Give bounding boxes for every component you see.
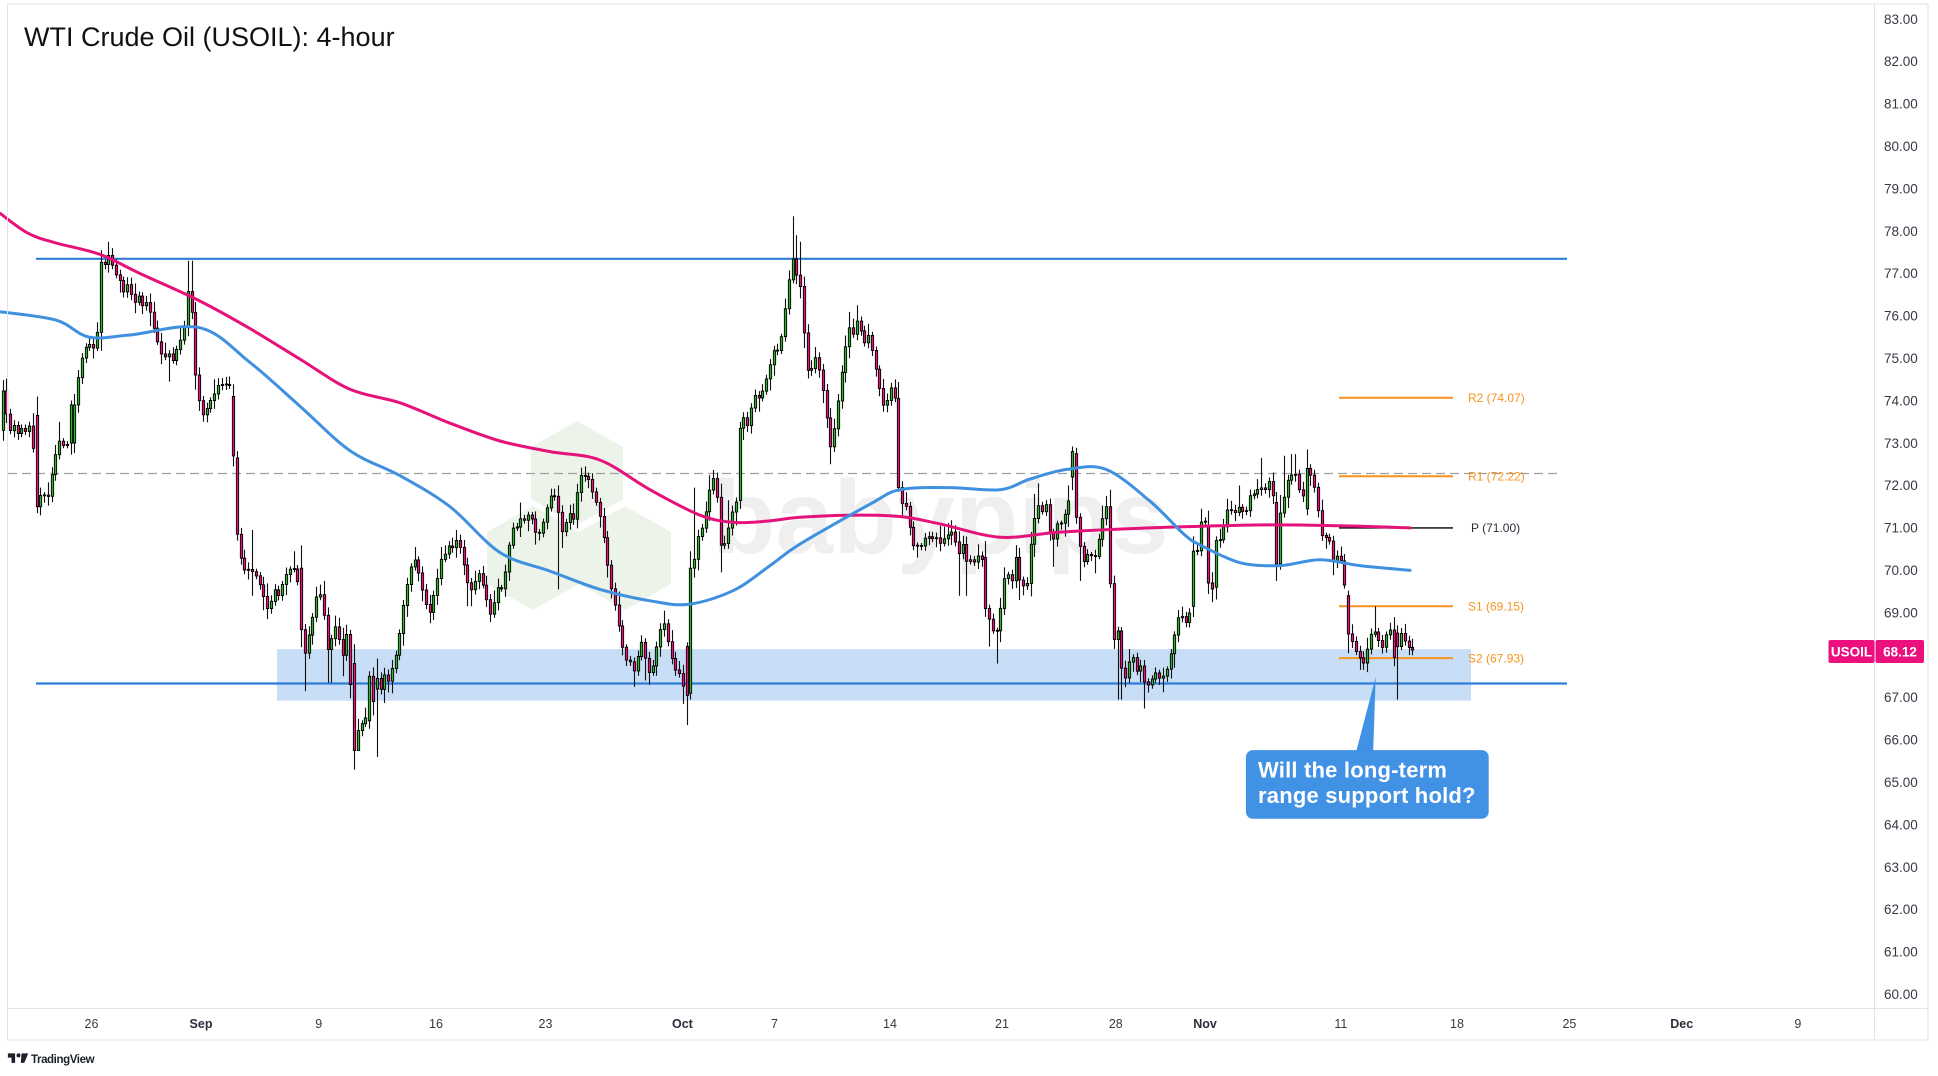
svg-text:23: 23	[539, 1017, 553, 1031]
svg-text:60.00: 60.00	[1884, 987, 1918, 1002]
svg-text:75.00: 75.00	[1884, 351, 1918, 366]
svg-text:14: 14	[883, 1017, 897, 1031]
svg-text:62.00: 62.00	[1884, 902, 1918, 917]
svg-text:Sep: Sep	[190, 1017, 213, 1031]
svg-text:Nov: Nov	[1193, 1017, 1217, 1031]
svg-text:9: 9	[1794, 1017, 1801, 1031]
svg-text:Dec: Dec	[1670, 1017, 1693, 1031]
svg-text:range support hold?: range support hold?	[1258, 783, 1476, 808]
svg-text:74.00: 74.00	[1884, 393, 1918, 408]
svg-text:S2 (67.93): S2 (67.93)	[1468, 651, 1524, 665]
svg-text:16: 16	[429, 1017, 443, 1031]
svg-text:R2 (74.07): R2 (74.07)	[1468, 391, 1525, 405]
svg-text:67.00: 67.00	[1884, 690, 1918, 705]
svg-text:72.00: 72.00	[1884, 478, 1918, 493]
svg-text:68.12: 68.12	[1883, 644, 1917, 659]
svg-text:26: 26	[85, 1017, 99, 1031]
svg-text:78.00: 78.00	[1884, 224, 1918, 239]
svg-text:USOIL: USOIL	[1831, 644, 1872, 659]
svg-text:65.00: 65.00	[1884, 775, 1918, 790]
svg-text:Will the long-term: Will the long-term	[1258, 758, 1447, 783]
svg-text:21: 21	[995, 1017, 1009, 1031]
svg-text:70.00: 70.00	[1884, 563, 1918, 578]
svg-text:11: 11	[1334, 1017, 1347, 1031]
svg-text:76.00: 76.00	[1884, 309, 1918, 324]
svg-text:77.00: 77.00	[1884, 266, 1918, 281]
svg-text:80.00: 80.00	[1884, 139, 1918, 154]
svg-text:61.00: 61.00	[1884, 945, 1918, 960]
svg-text:81.00: 81.00	[1884, 97, 1918, 112]
svg-text:66.00: 66.00	[1884, 733, 1918, 748]
svg-text:18: 18	[1450, 1017, 1464, 1031]
svg-text:82.00: 82.00	[1884, 54, 1918, 69]
svg-text:63.00: 63.00	[1884, 860, 1918, 875]
svg-text:S1 (69.15): S1 (69.15)	[1468, 600, 1524, 614]
svg-text:R1 (72.22): R1 (72.22)	[1468, 470, 1525, 484]
svg-text:7: 7	[771, 1017, 778, 1031]
svg-text:TradingView: TradingView	[31, 1054, 95, 1066]
svg-text:71.00: 71.00	[1884, 521, 1918, 536]
svg-text:83.00: 83.00	[1884, 12, 1918, 27]
svg-text:Oct: Oct	[672, 1017, 694, 1031]
svg-text:WTI Crude Oil (USOIL): 4-hour: WTI Crude Oil (USOIL): 4-hour	[24, 22, 395, 52]
svg-text:28: 28	[1109, 1017, 1123, 1031]
svg-text:9: 9	[315, 1017, 322, 1031]
svg-text:64.00: 64.00	[1884, 817, 1918, 832]
svg-text:25: 25	[1562, 1017, 1576, 1031]
svg-text:69.00: 69.00	[1884, 605, 1918, 620]
svg-text:79.00: 79.00	[1884, 181, 1918, 196]
svg-text:P (71.00): P (71.00)	[1471, 521, 1520, 535]
svg-text:73.00: 73.00	[1884, 436, 1918, 451]
